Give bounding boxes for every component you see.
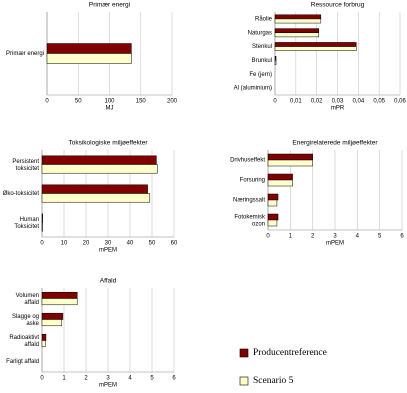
bar: [274, 28, 319, 34]
y-tick-label: Farligt affald: [6, 359, 39, 365]
bar: [274, 14, 322, 20]
bar: [267, 153, 313, 161]
x-tick-label: 100: [104, 99, 115, 105]
y-tick-label: Human Toksicitet: [14, 217, 39, 230]
x-tick-label: 2: [84, 376, 88, 382]
chart-title: Ressource forbrug: [311, 2, 365, 9]
y-tick-label: Øko-toksicitet: [3, 191, 40, 197]
bar: [274, 42, 357, 47]
legend-swatch: [239, 376, 249, 386]
x-tick-label: 6: [172, 376, 176, 382]
y-tick-label: Al (aluminium): [234, 86, 272, 92]
x-tick-label: 5: [150, 376, 154, 382]
x-tick-label: 0: [40, 376, 44, 382]
y-tick-label: Brunkul: [252, 58, 272, 64]
bar: [41, 222, 43, 232]
x-axis-label: mPR: [331, 106, 345, 112]
bar: [41, 340, 46, 348]
x-tick-label: 1: [62, 376, 66, 382]
x-axis-label: mPEM: [326, 241, 344, 247]
bar: [267, 219, 278, 227]
chart-title: Toksikologiske miljøeffekter: [69, 140, 149, 147]
bar: [267, 179, 293, 187]
legend-label: Producentreference: [253, 347, 327, 358]
x-tick-label: 0: [40, 241, 44, 247]
bar: [41, 312, 64, 320]
x-tick-label: 40: [127, 241, 134, 247]
x-axis-label: MJ: [106, 106, 114, 112]
x-axis-label: mPEM: [99, 383, 117, 389]
x-tick-label: 6: [400, 234, 404, 240]
y-tick-label: Næringssalt: [233, 198, 265, 204]
bar: [267, 159, 313, 167]
bar: [41, 333, 47, 341]
y-tick-label: Forsuring: [240, 178, 265, 184]
x-tick-label: 4: [356, 234, 360, 240]
y-tick-label: Naturgas: [248, 30, 272, 36]
chart-title: Affald: [100, 278, 117, 285]
bar: [267, 213, 279, 221]
x-tick-label: 0,06: [394, 99, 406, 105]
bar: [41, 291, 78, 299]
bar: [274, 56, 277, 61]
x-tick-label: 5: [378, 234, 382, 240]
bar: [274, 46, 357, 51]
bar: [41, 213, 43, 223]
x-tick-label: 30: [105, 241, 112, 247]
x-tick-label: 2: [311, 234, 315, 240]
bar: [41, 164, 158, 174]
x-tick-label: 4: [128, 376, 132, 382]
bar: [274, 32, 319, 38]
x-tick-label: 0: [266, 234, 270, 240]
bar: [46, 53, 132, 64]
chart-title: Primær energi: [89, 2, 130, 9]
bar: [41, 319, 63, 327]
y-tick-label: Radioaktivt affald: [9, 335, 39, 348]
bar: [267, 193, 279, 201]
x-tick-label: 0,04: [352, 99, 364, 105]
x-tick-label: 0,01: [290, 99, 302, 105]
bar: [274, 60, 277, 65]
x-tick-label: 0,02: [311, 99, 323, 105]
chart-title: Energirelaterede miljøeffekter: [292, 140, 378, 147]
y-tick-label: Fotokemisk ozon: [234, 214, 266, 227]
x-tick-label: 60: [171, 241, 178, 247]
y-tick-label: Råolie: [255, 15, 273, 22]
x-tick-label: 1: [289, 234, 293, 240]
bar: [267, 199, 278, 207]
bar: [41, 155, 157, 165]
x-tick-label: 0: [45, 99, 49, 105]
y-tick-label: Slagge og aske: [12, 314, 40, 327]
x-tick-label: 150: [136, 99, 147, 105]
bar: [274, 18, 322, 24]
bar: [41, 193, 151, 203]
legend-swatch: [239, 348, 249, 358]
bar: [41, 298, 78, 306]
y-tick-label: Drivhuseffekt: [230, 158, 265, 164]
bar: [41, 184, 148, 194]
bar: [46, 43, 132, 54]
y-tick-label: Fe (jern): [249, 72, 272, 78]
bar: [267, 173, 293, 181]
x-tick-label: 3: [333, 234, 337, 240]
x-axis-label: mPEM: [99, 248, 117, 254]
x-tick-label: 200: [167, 99, 178, 105]
x-tick-label: 20: [83, 241, 90, 247]
x-tick-label: 0,03: [332, 99, 344, 105]
x-tick-label: 50: [149, 241, 156, 247]
x-tick-label: 10: [61, 241, 68, 247]
y-tick-label: Volumen affald: [16, 293, 39, 306]
legend-label: Scenario 5: [253, 376, 294, 386]
y-tick-label: Primær energi: [6, 51, 44, 57]
x-tick-label: 50: [75, 99, 82, 105]
y-tick-label: Stenkul: [252, 44, 272, 50]
x-tick-label: 3: [106, 376, 110, 382]
x-tick-label: 0,05: [373, 99, 385, 105]
x-tick-label: 0: [273, 99, 277, 105]
y-tick-label: Persistent toksicitet: [12, 159, 39, 172]
